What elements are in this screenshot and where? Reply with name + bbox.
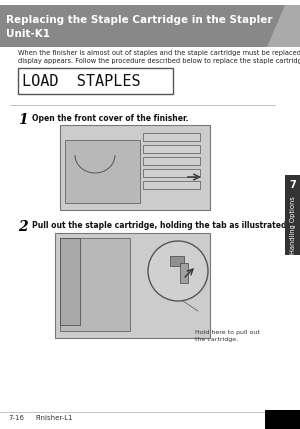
Bar [55,233,210,338]
Polygon shape [267,5,300,47]
Text: Pull out the staple cartridge, holding the tab as illustrated below.: Pull out the staple cartridge, holding t… [32,221,300,230]
Text: Handling Options: Handling Options [290,196,296,254]
Bar [60,238,130,331]
Bar [285,175,300,255]
Bar [142,157,200,165]
Text: Hold here to pull out
the cartridge.: Hold here to pull out the cartridge. [195,330,260,341]
Text: 2: 2 [18,220,28,234]
Text: 7-16: 7-16 [8,415,24,421]
Text: Finisher-L1: Finisher-L1 [35,415,73,421]
Text: Unit-K1: Unit-K1 [6,29,50,39]
Circle shape [148,241,208,301]
Bar [265,410,300,429]
Text: When the finisher is almost out of staples and the staple cartridge must be repl: When the finisher is almost out of stapl… [18,50,300,64]
Bar [180,263,188,283]
Bar [142,169,200,177]
Bar [142,133,200,141]
Bar [65,140,140,203]
Bar [142,181,200,189]
Bar [60,125,210,210]
Text: 7: 7 [289,180,296,190]
Text: 1: 1 [18,113,28,127]
Text: Open the front cover of the finisher.: Open the front cover of the finisher. [32,114,188,123]
Bar [142,145,200,153]
Text: Replacing the Staple Cartridge in the Stapler: Replacing the Staple Cartridge in the St… [6,15,272,25]
Bar [60,238,80,325]
Bar [0,5,285,47]
Bar [18,68,173,94]
Text: LOAD  STAPLES: LOAD STAPLES [22,73,141,88]
Bar [170,256,184,266]
